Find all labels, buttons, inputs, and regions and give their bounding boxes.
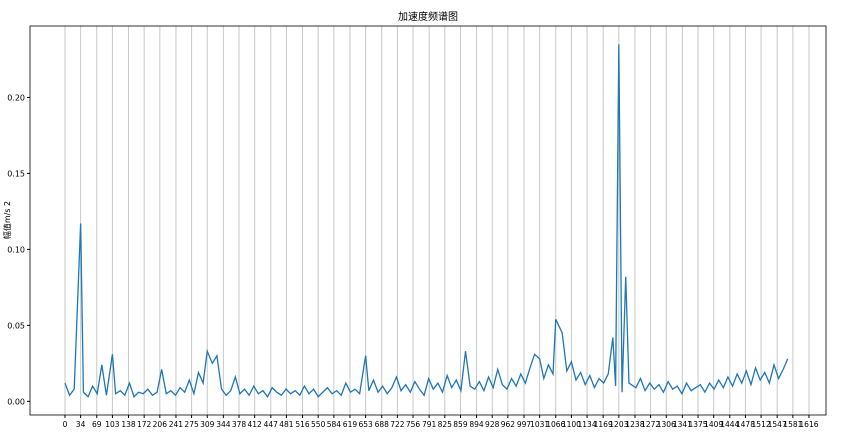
- y-tick-label: 0.10: [7, 245, 25, 254]
- x-tick-label: 550: [311, 420, 326, 429]
- y-axis-label: 幅值m/s 2: [2, 201, 12, 239]
- x-tick-label: 1616: [799, 420, 818, 429]
- x-tick-label: 172: [137, 420, 152, 429]
- x-tick-label: 1341: [673, 420, 692, 429]
- x-tick-label: 1169: [594, 420, 613, 429]
- x-tick-label: 1409: [704, 420, 723, 429]
- x-tick-label: 1031: [530, 420, 549, 429]
- x-tick-label: 241: [169, 420, 184, 429]
- x-tick-label: 344: [216, 420, 231, 429]
- x-tick-label: 447: [264, 420, 279, 429]
- x-tick-label: 275: [184, 420, 199, 429]
- x-tick-label: 1581: [783, 420, 802, 429]
- x-tick-label: 1203: [609, 420, 628, 429]
- line: [64, 44, 789, 398]
- x-tick-label: 1512: [752, 420, 771, 429]
- x-tick-label: 1444: [720, 420, 739, 429]
- x-tick-label: 1375: [688, 420, 707, 429]
- x-tick-label: 825: [438, 420, 453, 429]
- x-tick-label: 69: [92, 420, 102, 429]
- y-tick-label: 0.15: [7, 169, 25, 178]
- x-tick-label: 309: [200, 420, 215, 429]
- x-tick-label: 859: [453, 420, 468, 429]
- x-tick-label: 756: [406, 420, 421, 429]
- x-tick-label: 619: [343, 420, 358, 429]
- x-tick-label: 1306: [657, 420, 676, 429]
- x-tick-label: 1066: [546, 420, 565, 429]
- y-tick-label: 0.05: [7, 321, 25, 330]
- x-tick-label: 1547: [768, 420, 787, 429]
- x-tick-label: 894: [469, 420, 484, 429]
- x-tick-label: 791: [422, 420, 437, 429]
- x-tick-label: 962: [501, 420, 516, 429]
- y-tick-label: 0.20: [7, 93, 25, 102]
- x-tick-label: 1238: [625, 420, 644, 429]
- x-tick-label: 1134: [578, 420, 597, 429]
- x-tick-label: 1478: [736, 420, 755, 429]
- x-tick-label: 1100: [562, 420, 581, 429]
- x-tick-label: 34: [76, 420, 86, 429]
- x-tick-label: 138: [121, 420, 136, 429]
- x-tick-label: 653: [358, 420, 373, 429]
- x-tick-label: 722: [390, 420, 405, 429]
- x-tick-label: 206: [153, 420, 168, 429]
- x-tick-label: 412: [248, 420, 263, 429]
- plot-frame: [29, 25, 827, 416]
- x-tick-label: 1272: [641, 420, 660, 429]
- x-tick-label: 103: [105, 420, 120, 429]
- x-tick-label: 928: [485, 420, 500, 429]
- x-tick-label: 481: [279, 420, 294, 429]
- x-tick-label: 516: [295, 420, 310, 429]
- x-tick-label: 584: [327, 420, 342, 429]
- x-tick-label: 688: [375, 420, 390, 429]
- x-tick-label: 997: [517, 420, 532, 429]
- y-tick-label: 0.00: [7, 397, 25, 406]
- x-tick-label: 378: [232, 420, 247, 429]
- chart-title: 加速度频谱图: [398, 10, 458, 23]
- x-tick-label: 0: [63, 420, 68, 429]
